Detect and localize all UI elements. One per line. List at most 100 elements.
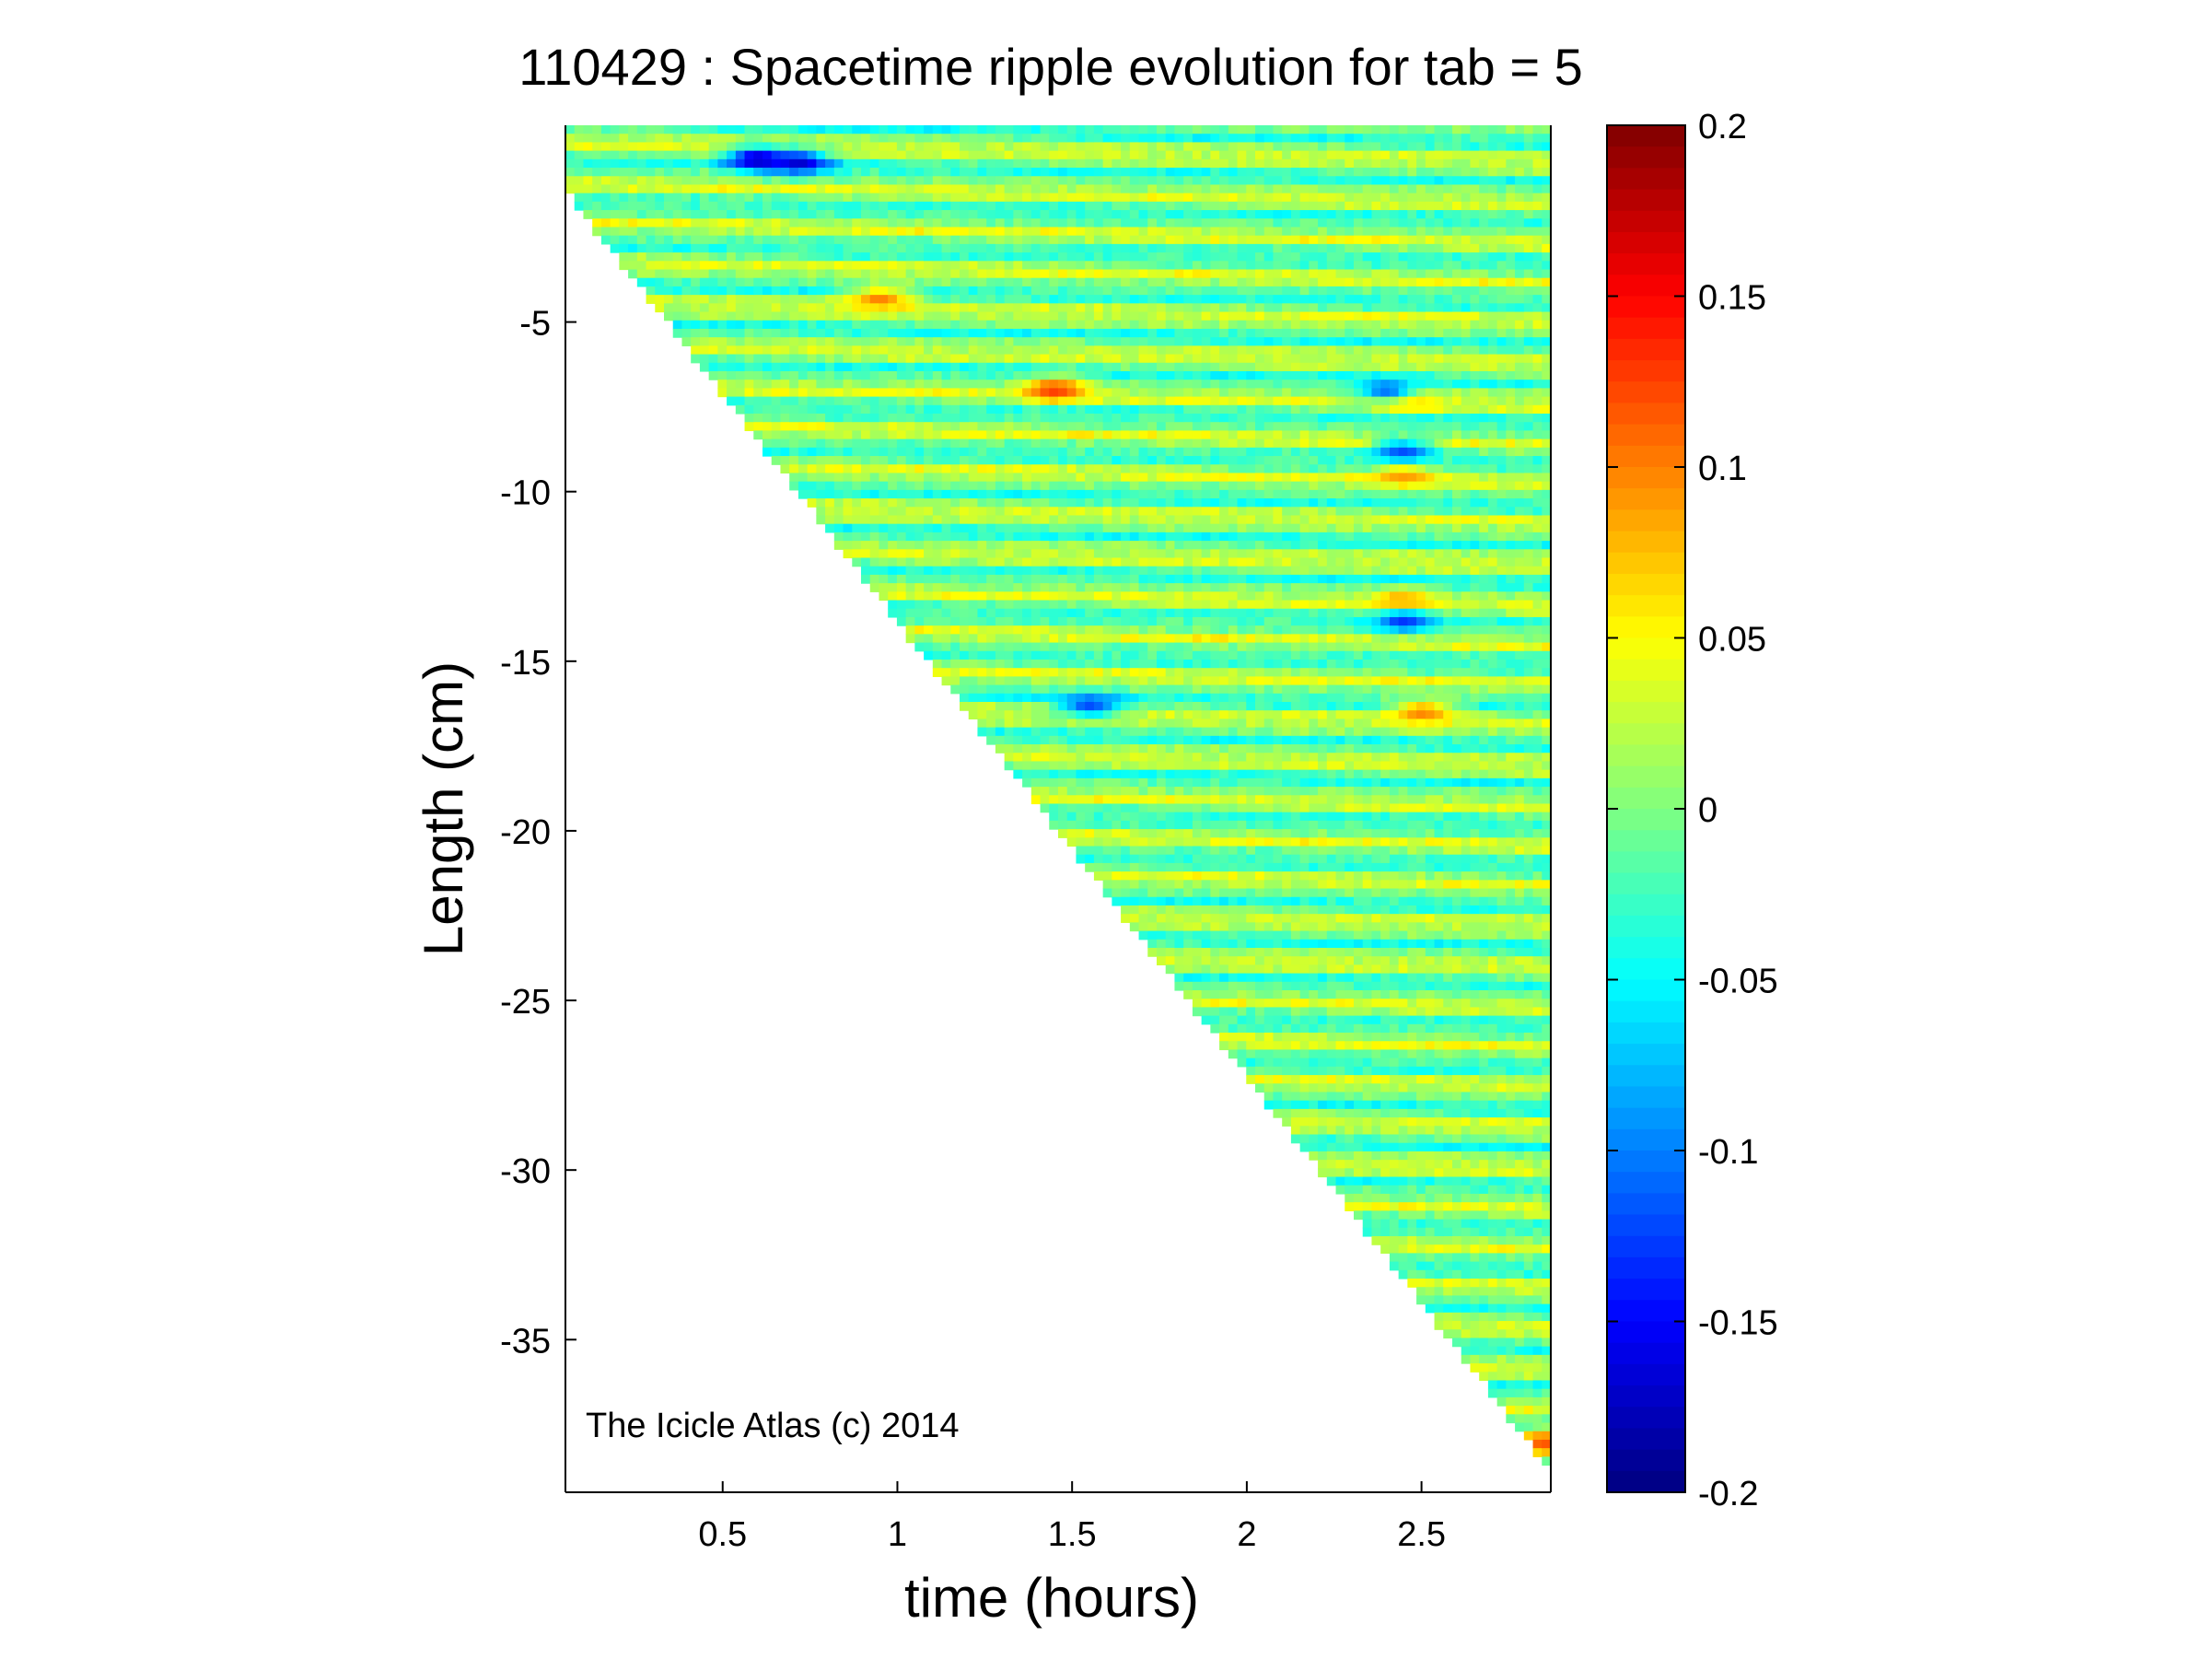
heatmap-cell <box>1237 464 1247 474</box>
heatmap-cell <box>744 370 754 380</box>
heatmap-cell <box>1058 337 1068 346</box>
heatmap-cell <box>932 414 943 423</box>
heatmap-cell <box>1058 541 1068 550</box>
heatmap-cell <box>1040 388 1050 398</box>
heatmap-cell <box>1093 820 1104 830</box>
heatmap-cell <box>968 252 979 262</box>
heatmap-cell <box>1228 227 1239 237</box>
heatmap-cell <box>1102 820 1112 830</box>
heatmap-cell <box>1058 227 1068 237</box>
heatmap-cell <box>941 295 951 304</box>
heatmap-cell <box>1263 956 1275 965</box>
heatmap-cell <box>1066 380 1077 389</box>
heatmap-cell <box>807 354 817 364</box>
heatmap-cell <box>1237 269 1247 279</box>
heatmap-cell <box>807 168 817 177</box>
heatmap-cell <box>1174 320 1184 330</box>
heatmap-cell <box>879 193 889 203</box>
heatmap-cell <box>1228 999 1239 1009</box>
heatmap-cell <box>1246 489 1256 499</box>
heatmap-cell <box>1219 837 1229 847</box>
heatmap-cell <box>1263 243 1275 253</box>
heatmap-cell <box>914 404 925 415</box>
heatmap-cell <box>672 328 683 338</box>
heatmap-cell <box>950 320 960 330</box>
heatmap-cell <box>1255 1075 1265 1084</box>
heatmap-cell <box>1040 744 1050 754</box>
heatmap-cell <box>1174 650 1184 660</box>
heatmap-cell <box>1192 252 1203 262</box>
heatmap-cell <box>1165 380 1176 389</box>
heatmap-cell <box>1237 345 1247 356</box>
heatmap-cell <box>1192 947 1203 957</box>
heatmap-cell <box>789 295 799 304</box>
heatmap-cell <box>619 243 629 253</box>
heatmap-cell <box>1049 430 1059 440</box>
heatmap-cell <box>1210 201 1220 211</box>
heatmap-cell <box>1013 507 1023 517</box>
heatmap-cell <box>1102 583 1112 592</box>
heatmap-cell <box>1237 286 1247 296</box>
heatmap-cell <box>1192 210 1203 219</box>
heatmap-cell <box>1004 396 1014 406</box>
heatmap-cell <box>977 710 987 720</box>
heatmap-cell <box>924 583 934 592</box>
heatmap-cell <box>879 541 889 550</box>
heatmap-cell <box>1147 922 1158 932</box>
heatmap-cell <box>977 557 987 567</box>
heatmap-cell <box>888 438 898 449</box>
heatmap-cell <box>905 328 915 338</box>
heatmap-cell <box>833 277 844 287</box>
heatmap-cell <box>1138 549 1148 559</box>
heatmap-cell <box>1013 566 1023 576</box>
heatmap-cell <box>797 261 809 271</box>
heatmap-cell <box>1157 541 1167 550</box>
heatmap-cell <box>1183 896 1193 906</box>
heatmap-cell <box>1201 1007 1211 1017</box>
heatmap-cell <box>789 320 799 330</box>
heatmap-cell <box>1183 616 1193 626</box>
heatmap-cell <box>1273 753 1283 763</box>
heatmap-cell <box>1174 481 1184 491</box>
heatmap-cell <box>1147 345 1158 356</box>
heatmap-cell <box>789 134 799 144</box>
heatmap-cell <box>896 583 907 592</box>
heatmap-cell <box>950 676 960 686</box>
heatmap-cell <box>1022 201 1032 211</box>
heatmap-cell <box>1183 727 1193 737</box>
heatmap-cell <box>1201 761 1211 771</box>
heatmap-cell <box>1147 939 1158 949</box>
heatmap-cell <box>1102 769 1112 779</box>
heatmap-cell <box>1174 235 1184 245</box>
heatmap-cell <box>905 201 915 211</box>
heatmap-cell <box>1022 269 1032 279</box>
heatmap-cell <box>1112 320 1122 330</box>
heatmap-cell <box>1085 380 1095 389</box>
heatmap-cell <box>1183 532 1193 542</box>
heatmap-cell <box>1183 880 1193 890</box>
heatmap-cell <box>744 286 754 296</box>
heatmap-cell <box>636 252 647 262</box>
heatmap-cell <box>932 456 943 465</box>
heatmap-cell <box>1255 871 1265 881</box>
heatmap-cell <box>1076 616 1086 626</box>
heatmap-cell <box>1228 515 1239 525</box>
heatmap-cell <box>1174 795 1184 805</box>
heatmap-cell <box>1058 388 1068 398</box>
heatmap-cell <box>797 388 809 398</box>
heatmap-cell <box>744 303 754 313</box>
heatmap-cell <box>1004 625 1014 635</box>
heatmap-cell <box>1066 769 1077 779</box>
heatmap-cell <box>1273 252 1283 262</box>
heatmap-cell <box>888 345 898 356</box>
heatmap-cell <box>780 168 790 177</box>
heatmap-cell <box>896 438 907 449</box>
heatmap-cell <box>1040 286 1050 296</box>
heatmap-cell <box>1138 702 1148 711</box>
heatmap-cell <box>735 235 746 245</box>
heatmap-cell <box>995 345 1006 356</box>
heatmap-cell <box>869 328 880 338</box>
heatmap-cell <box>1192 541 1203 550</box>
heatmap-cell <box>574 134 585 144</box>
heatmap-cell <box>1210 269 1220 279</box>
